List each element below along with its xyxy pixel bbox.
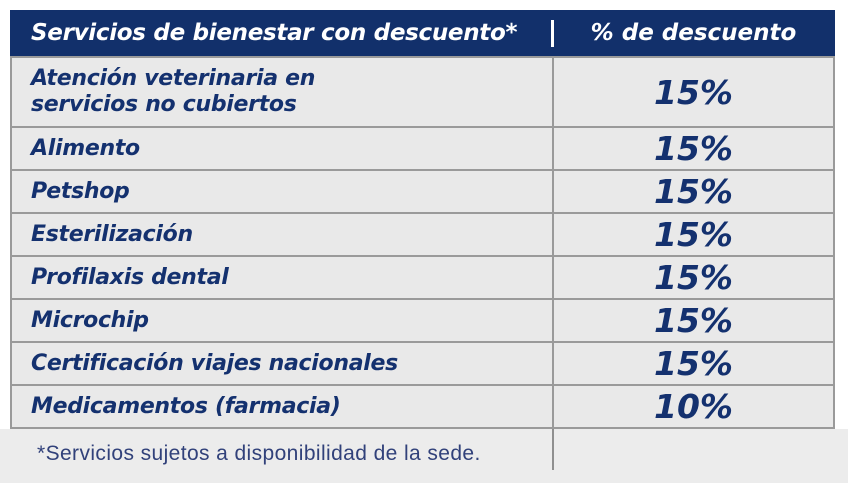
table-row: Certificación viajes nacionales 15% — [12, 341, 833, 384]
service-cell: Medicamentos (farmacia) — [31, 393, 341, 419]
column-divider-extension — [552, 429, 554, 470]
discount-cell: 10% — [552, 386, 833, 427]
service-cell: Microchip — [31, 307, 149, 333]
table-header-row: Servicios de bienestar con descuento* % … — [10, 10, 835, 56]
table-row: Atención veterinaria en servicios no cub… — [12, 58, 833, 126]
header-column-divider — [551, 20, 554, 47]
discount-cell: 15% — [552, 128, 833, 169]
discount-cell: 15% — [552, 58, 833, 126]
service-cell: Certificación viajes nacionales — [31, 350, 398, 376]
discount-cell: 15% — [552, 343, 833, 384]
table-row: Profilaxis dental 15% — [12, 255, 833, 298]
discount-cell: 15% — [552, 214, 833, 255]
service-cell: Profilaxis dental — [31, 264, 229, 290]
service-cell: Esterilización — [31, 221, 193, 247]
service-cell: Atención veterinaria en servicios no cub… — [31, 66, 316, 117]
discount-cell: 15% — [552, 257, 833, 298]
table-body: Atención veterinaria en servicios no cub… — [10, 56, 835, 429]
table-row: Petshop 15% — [12, 169, 833, 212]
discount-cell: 15% — [552, 300, 833, 341]
table-row: Esterilización 15% — [12, 212, 833, 255]
footnote-band: *Servicios sujetos a disponibilidad de l… — [0, 429, 848, 483]
table-row: Alimento 15% — [12, 126, 833, 169]
discount-table: Servicios de bienestar con descuento* % … — [10, 10, 835, 429]
footnote-text: *Servicios sujetos a disponibilidad de l… — [37, 442, 481, 465]
table-row: Microchip 15% — [12, 298, 833, 341]
header-service-column: Servicios de bienestar con descuento* — [31, 20, 518, 46]
header-discount-column: % de descuento — [590, 20, 797, 46]
service-cell: Petshop — [31, 178, 130, 204]
discount-cell: 15% — [552, 171, 833, 212]
service-cell: Alimento — [31, 135, 140, 161]
table-row: Medicamentos (farmacia) 10% — [12, 384, 833, 427]
